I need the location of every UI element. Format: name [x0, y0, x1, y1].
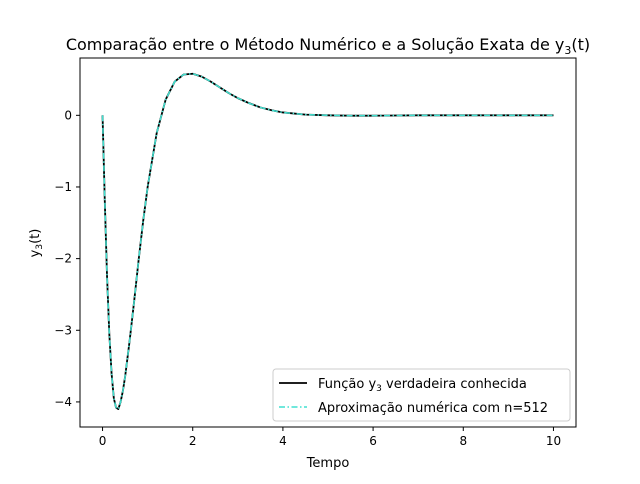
x-tick-label: 6 — [369, 434, 377, 448]
chart-title-subscript: 3 — [564, 44, 571, 57]
chart-title-main: Comparação entre o Método Numérico e a S… — [66, 35, 565, 54]
y-axis-label-tail: (t) — [28, 229, 43, 244]
x-axis: 0 2 4 6 8 10 — [99, 427, 561, 448]
legend-exact-subscript: 3 — [376, 384, 382, 394]
y-tick-label: −4 — [54, 395, 72, 409]
legend-entry-exact: Função y3 verdadeira conhecida — [318, 377, 527, 394]
legend-numeric-main: Aproximação numérica com n=512 — [318, 401, 548, 416]
y-tick-label: −2 — [54, 252, 72, 266]
legend-box — [272, 368, 571, 422]
x-tick-label: 8 — [459, 434, 467, 448]
x-axis-label: Tempo — [306, 456, 350, 471]
legend: Função y3 verdadeira conhecida Aproximaç… — [272, 368, 571, 422]
y-tick-label: −1 — [54, 180, 72, 194]
y-axis: 0 −1 −2 −3 −4 — [54, 108, 80, 409]
y-axis-label-subscript: 3 — [35, 244, 45, 250]
legend-entry-numeric: Aproximação numérica com n=512 — [318, 401, 548, 416]
y-tick-label: −3 — [54, 323, 72, 337]
y-tick-label: 0 — [64, 108, 72, 122]
x-tick-label: 2 — [189, 434, 197, 448]
legend-exact-tail: verdadeira conhecida — [382, 377, 527, 392]
chart-title: Comparação entre o Método Numérico e a S… — [66, 35, 590, 57]
y-axis-label-main: y — [28, 249, 43, 257]
x-tick-label: 0 — [99, 434, 107, 448]
series-line-numeric — [101, 73, 554, 410]
series-layer — [101, 72, 554, 410]
x-tick-label: 4 — [279, 434, 287, 448]
chart-title-tail: (t) — [571, 35, 590, 54]
x-tick-label: 10 — [546, 434, 561, 448]
legend-exact-main: Função y — [318, 377, 376, 392]
plot-frame — [79, 57, 577, 428]
y-axis-label: y3(t) — [28, 229, 45, 258]
